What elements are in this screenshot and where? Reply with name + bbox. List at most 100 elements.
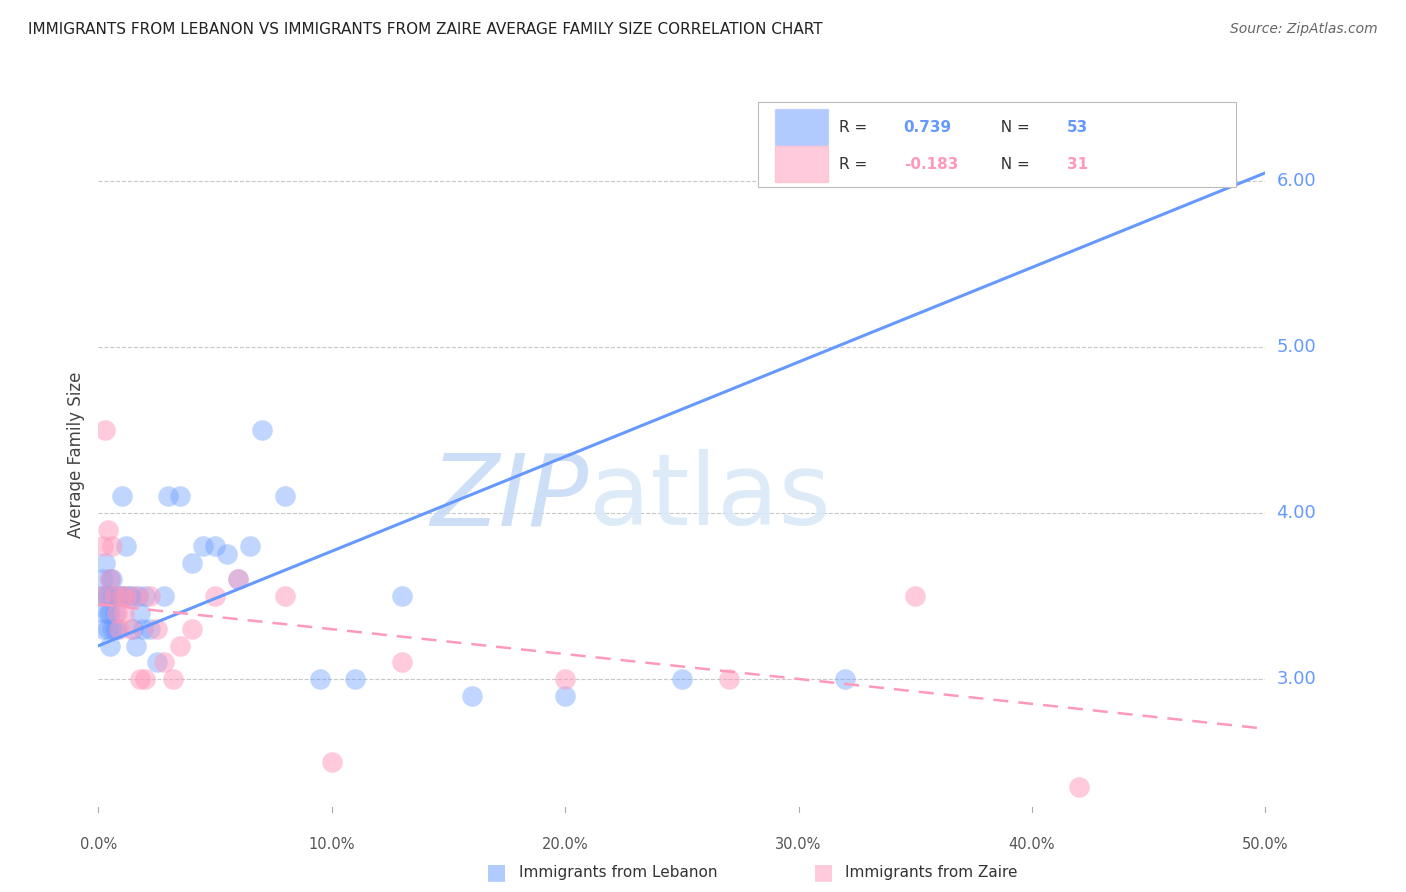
- Point: [129, 606, 152, 620]
- Point: [309, 672, 332, 686]
- Point: [461, 689, 484, 703]
- Point: [91, 539, 114, 553]
- Point: [274, 589, 297, 603]
- Point: [139, 622, 162, 636]
- Point: [180, 622, 202, 636]
- Point: [169, 490, 191, 504]
- Point: [120, 589, 142, 603]
- Point: [204, 589, 226, 603]
- Text: 3.00: 3.00: [1277, 670, 1316, 688]
- Text: IMMIGRANTS FROM LEBANON VS IMMIGRANTS FROM ZAIRE AVERAGE FAMILY SIZE CORRELATION: IMMIGRANTS FROM LEBANON VS IMMIGRANTS FR…: [28, 22, 823, 37]
- Text: Immigrants from Lebanon: Immigrants from Lebanon: [519, 865, 717, 880]
- Text: 6.00: 6.00: [1277, 172, 1316, 190]
- Text: R =: R =: [839, 120, 873, 135]
- Point: [111, 490, 134, 504]
- Text: 4.00: 4.00: [1277, 504, 1316, 522]
- FancyBboxPatch shape: [775, 110, 828, 145]
- Text: Source: ZipAtlas.com: Source: ZipAtlas.com: [1230, 22, 1378, 37]
- Point: [101, 589, 124, 603]
- Point: [671, 672, 693, 686]
- Point: [904, 589, 927, 603]
- FancyBboxPatch shape: [758, 102, 1236, 187]
- Point: [134, 589, 156, 603]
- Point: [98, 639, 121, 653]
- Text: Immigrants from Zaire: Immigrants from Zaire: [845, 865, 1018, 880]
- Text: ■: ■: [486, 863, 506, 882]
- Point: [105, 606, 128, 620]
- Point: [98, 573, 121, 587]
- Point: [127, 589, 149, 603]
- Point: [162, 672, 184, 686]
- Point: [97, 622, 120, 636]
- Text: 10.0%: 10.0%: [308, 837, 356, 852]
- Text: 40.0%: 40.0%: [1008, 837, 1056, 852]
- Point: [1067, 157, 1090, 171]
- Text: N =: N =: [991, 157, 1035, 171]
- Point: [132, 622, 155, 636]
- Point: [215, 548, 238, 562]
- Point: [111, 589, 134, 603]
- Point: [97, 589, 120, 603]
- Point: [101, 622, 124, 636]
- Point: [554, 689, 576, 703]
- Text: N =: N =: [991, 120, 1035, 135]
- Text: 30.0%: 30.0%: [776, 837, 821, 852]
- Point: [157, 490, 180, 504]
- Point: [129, 672, 152, 686]
- Point: [94, 606, 117, 620]
- Point: [169, 639, 191, 653]
- Text: 5.00: 5.00: [1277, 338, 1316, 356]
- Point: [108, 589, 131, 603]
- Point: [91, 573, 114, 587]
- Point: [717, 672, 740, 686]
- Point: [98, 573, 121, 587]
- Point: [120, 622, 142, 636]
- Point: [321, 755, 343, 769]
- Point: [104, 606, 127, 620]
- Point: [125, 639, 148, 653]
- Point: [146, 622, 169, 636]
- Point: [228, 573, 250, 587]
- Point: [204, 539, 226, 553]
- Point: [97, 606, 120, 620]
- Text: 20.0%: 20.0%: [541, 837, 589, 852]
- Text: atlas: atlas: [589, 450, 830, 546]
- Point: [94, 556, 117, 570]
- Point: [98, 606, 121, 620]
- Text: ZIP: ZIP: [430, 450, 589, 546]
- Point: [193, 539, 215, 553]
- Point: [115, 539, 138, 553]
- Text: ■: ■: [813, 863, 834, 882]
- Text: 53: 53: [1067, 120, 1088, 135]
- Point: [1067, 780, 1090, 794]
- Point: [228, 573, 250, 587]
- Text: 31: 31: [1067, 157, 1088, 171]
- Point: [139, 589, 162, 603]
- Point: [94, 423, 117, 437]
- Text: 0.0%: 0.0%: [80, 837, 117, 852]
- Point: [90, 589, 112, 603]
- Point: [554, 672, 576, 686]
- Point: [105, 622, 128, 636]
- Point: [122, 622, 145, 636]
- Text: 0.739: 0.739: [904, 120, 952, 135]
- Point: [146, 656, 169, 670]
- Point: [125, 589, 148, 603]
- Point: [152, 656, 174, 670]
- Text: R =: R =: [839, 157, 873, 171]
- Point: [834, 672, 856, 686]
- Point: [108, 622, 131, 636]
- Point: [91, 622, 114, 636]
- Point: [134, 672, 156, 686]
- Text: 50.0%: 50.0%: [1241, 837, 1289, 852]
- Point: [274, 490, 297, 504]
- FancyBboxPatch shape: [775, 146, 828, 182]
- Point: [250, 423, 273, 437]
- Point: [391, 589, 413, 603]
- Point: [239, 539, 262, 553]
- Point: [118, 589, 141, 603]
- Point: [97, 523, 120, 537]
- Point: [90, 589, 112, 603]
- Point: [115, 589, 138, 603]
- Point: [180, 556, 202, 570]
